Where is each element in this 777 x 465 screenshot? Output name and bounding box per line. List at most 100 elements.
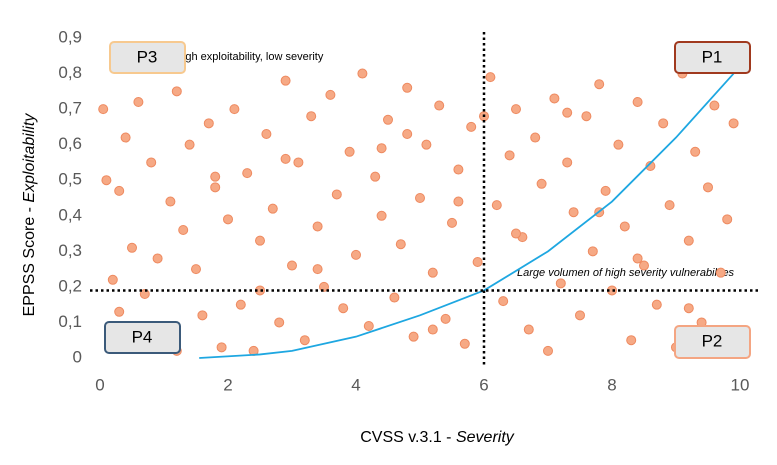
y-tick-label: 0,2 bbox=[58, 276, 82, 295]
point bbox=[203, 118, 214, 129]
x-axis-label: CVSS v.3.1 - Severity bbox=[360, 429, 515, 446]
y-label-main: EPPSS Score - bbox=[21, 207, 38, 316]
y-axis-label: EPPSS Score - Exploitability bbox=[21, 113, 38, 317]
point bbox=[511, 104, 521, 115]
point bbox=[658, 118, 669, 129]
point bbox=[491, 200, 502, 211]
point bbox=[223, 214, 233, 225]
y-tick-label: 0,3 bbox=[58, 241, 82, 260]
point bbox=[645, 161, 656, 171]
point bbox=[613, 139, 624, 150]
point bbox=[709, 100, 720, 111]
point bbox=[434, 100, 445, 111]
point bbox=[146, 157, 157, 168]
point bbox=[98, 104, 109, 115]
x-tick-label: 0 bbox=[95, 375, 104, 394]
trend-curve bbox=[199, 72, 735, 359]
point bbox=[562, 157, 573, 168]
point bbox=[152, 253, 163, 264]
point bbox=[715, 267, 726, 278]
point bbox=[114, 306, 125, 317]
point bbox=[242, 168, 253, 179]
point bbox=[664, 200, 675, 211]
point bbox=[280, 75, 291, 86]
y-tick-label: 0,5 bbox=[58, 170, 82, 189]
point bbox=[178, 225, 189, 235]
point bbox=[632, 253, 643, 264]
y-tick-label: 0,1 bbox=[58, 312, 82, 331]
point bbox=[165, 196, 176, 207]
point bbox=[683, 303, 694, 314]
point bbox=[408, 331, 419, 342]
point bbox=[549, 93, 560, 104]
point bbox=[255, 235, 265, 246]
point bbox=[555, 278, 566, 289]
point bbox=[120, 132, 131, 143]
point bbox=[338, 303, 349, 314]
x-tick-label: 4 bbox=[351, 375, 360, 394]
point bbox=[472, 257, 483, 267]
y-tick-label: 0,7 bbox=[58, 99, 82, 118]
box-p2 bbox=[674, 325, 751, 359]
point bbox=[325, 89, 336, 100]
point bbox=[504, 150, 515, 161]
point bbox=[703, 182, 713, 193]
point bbox=[171, 86, 182, 97]
point bbox=[363, 321, 374, 331]
point bbox=[683, 235, 694, 246]
point bbox=[530, 132, 541, 143]
point bbox=[139, 289, 150, 299]
point bbox=[543, 345, 553, 356]
point bbox=[427, 267, 438, 278]
point bbox=[376, 143, 387, 154]
point bbox=[562, 107, 573, 118]
point bbox=[651, 299, 662, 310]
point bbox=[466, 121, 477, 132]
x-tick-label: 6 bbox=[479, 375, 488, 394]
point bbox=[600, 185, 611, 196]
point bbox=[101, 175, 112, 186]
point bbox=[498, 296, 509, 307]
point bbox=[197, 310, 208, 321]
y-tick-label: 0 bbox=[73, 347, 82, 366]
point bbox=[376, 210, 387, 221]
point bbox=[210, 182, 221, 193]
box-label: P3 bbox=[137, 47, 158, 66]
point bbox=[402, 129, 413, 139]
point bbox=[485, 72, 496, 83]
point bbox=[351, 249, 361, 260]
point bbox=[626, 335, 637, 346]
point bbox=[216, 342, 227, 353]
point bbox=[306, 111, 317, 122]
point bbox=[447, 217, 457, 228]
point bbox=[594, 79, 605, 90]
point bbox=[421, 139, 432, 150]
point bbox=[107, 274, 118, 285]
x-label-italic: Severity bbox=[456, 429, 515, 446]
y-label-italic: Exploitability bbox=[21, 113, 38, 203]
point bbox=[383, 114, 393, 125]
point bbox=[536, 178, 547, 189]
annotation: High exploitability, low severity bbox=[175, 51, 324, 63]
point bbox=[632, 97, 643, 107]
point bbox=[575, 310, 585, 321]
point bbox=[453, 196, 464, 207]
point bbox=[587, 246, 598, 257]
point bbox=[312, 221, 323, 232]
box-p3 bbox=[109, 41, 186, 74]
point bbox=[319, 281, 329, 292]
x-tick-label: 8 bbox=[607, 375, 616, 394]
point bbox=[267, 203, 278, 214]
x-tick-label: 2 bbox=[223, 375, 232, 394]
point bbox=[344, 146, 355, 157]
point bbox=[287, 260, 297, 271]
point bbox=[370, 171, 381, 182]
point bbox=[184, 139, 195, 150]
point bbox=[331, 189, 342, 200]
point bbox=[639, 260, 649, 271]
box-label: P1 bbox=[702, 47, 723, 66]
point bbox=[440, 313, 451, 324]
point bbox=[280, 153, 291, 164]
point bbox=[389, 292, 400, 303]
